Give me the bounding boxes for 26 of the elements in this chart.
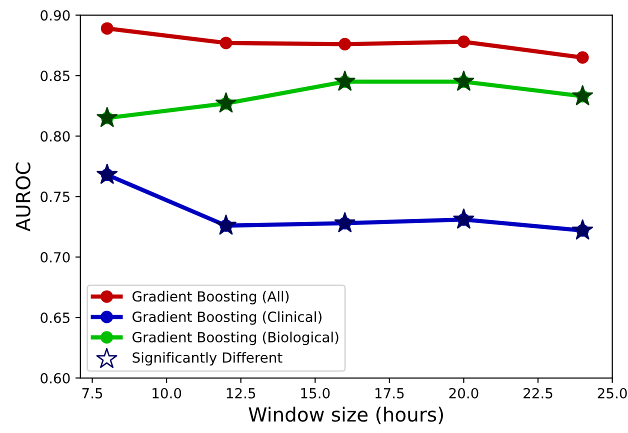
y-tick-label: 0.80 — [40, 131, 70, 142]
x-tick-label: 10.0 — [152, 388, 182, 398]
point — [338, 38, 352, 50]
legend-label: Gradient Boosting (Biological) — [132, 332, 338, 346]
x-tick-label: 15.0 — [301, 388, 330, 398]
point — [220, 36, 232, 50]
x-tick-label: 25.0 — [598, 388, 627, 398]
x-axis-title: Window size (hours) — [248, 406, 443, 424]
y-axis-title: AUROC — [16, 162, 30, 232]
x-tick-label: 17.5 — [375, 388, 404, 398]
point — [457, 36, 470, 48]
legend-label: Gradient Boosting (All) — [132, 290, 289, 304]
y-tick-label: 0.60 — [40, 372, 70, 384]
point — [576, 51, 589, 64]
x-tick-label: 7.5 — [82, 388, 102, 398]
point — [100, 22, 114, 35]
y-tick-label: 0.70 — [40, 252, 70, 263]
x-tick-label: 12.5 — [226, 388, 256, 398]
y-tick-label: 0.90 — [40, 10, 70, 21]
legend-label: Significantly Different — [132, 352, 282, 366]
x-tick-label: 20.0 — [449, 388, 478, 398]
y-tick-label: 0.85 — [40, 70, 70, 82]
legend-label: Gradient Boosting (Clinical) — [132, 311, 322, 325]
x-tick-label: 22.5 — [524, 388, 552, 398]
y-tick-label: 0.65 — [40, 312, 70, 324]
y-tick-label: 0.75 — [40, 192, 70, 202]
